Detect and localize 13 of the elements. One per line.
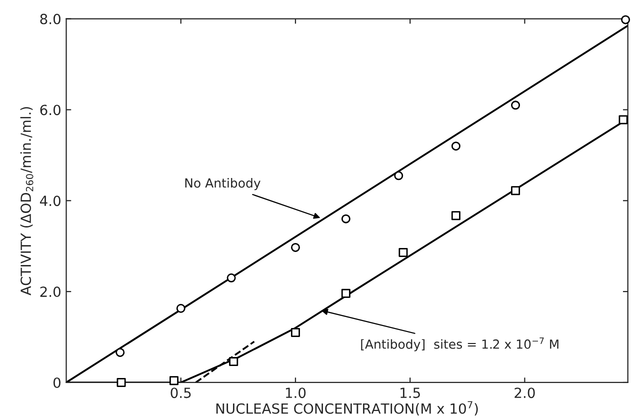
y-tick-label: 4.0 xyxy=(40,196,60,206)
x-axis-title: NUCLEASE CONCENTRATION(M x 10$^{7}$) xyxy=(216,401,478,416)
y-axis-title: ACTIVITY (ΔOD$_{260}$/min./ml.) xyxy=(20,107,34,296)
x-tick-label: 1.0 xyxy=(286,388,306,398)
x-tick-label: 1.5 xyxy=(400,388,420,398)
y-tick-label: 2.0 xyxy=(40,286,60,298)
y-tick-label: 6.0 xyxy=(40,104,60,116)
y-tick-label: 0 xyxy=(53,377,60,388)
x-tick-label: 2.0 xyxy=(514,388,535,398)
x-tick-label: 0.5 xyxy=(170,388,191,398)
annotation: [Antibody] sites = 1.2 x 10$^{−7}$ M xyxy=(361,338,558,352)
annotation: No Antibody xyxy=(185,178,260,190)
y-tick-label: 8.0 xyxy=(40,14,60,24)
